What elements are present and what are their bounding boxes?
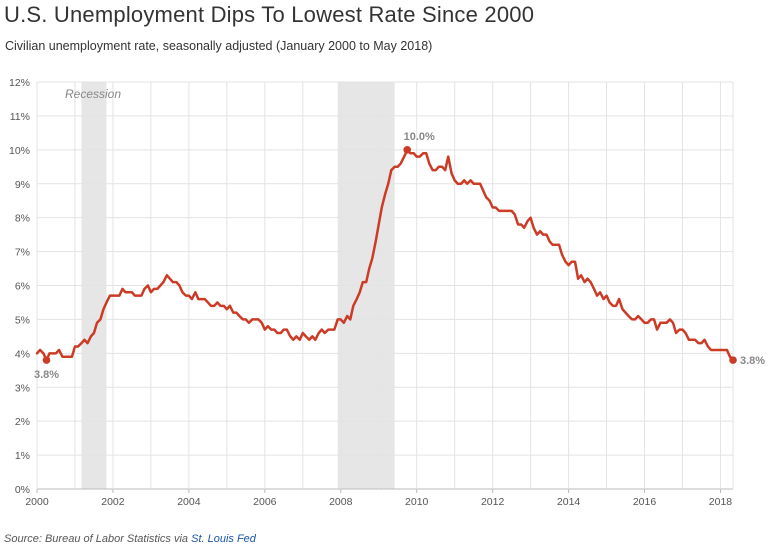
- y-tick-label: 3%: [15, 382, 30, 394]
- y-tick-label: 11%: [10, 111, 30, 123]
- x-tick-label: 2016: [633, 496, 657, 508]
- source-prefix: Source: Bureau of Labor Statistics via: [4, 533, 192, 545]
- y-tick-label: 10%: [9, 145, 30, 157]
- unemployment-rate-line: [35, 148, 735, 362]
- y-tick-label: 7%: [15, 247, 30, 259]
- x-tick-label: 2018: [709, 496, 733, 508]
- annotations: 3.8% 10.0% 3.8%: [34, 131, 765, 381]
- grid-lines: [36, 81, 734, 490]
- annotation-label: 3.8%: [740, 355, 765, 367]
- x-tick-label: 2000: [25, 496, 49, 508]
- y-tick-label: 1%: [15, 450, 30, 462]
- chart-title: U.S. Unemployment Dips To Lowest Rate Si…: [4, 2, 535, 27]
- y-tick-label: 12%: [9, 77, 30, 89]
- x-tick-label: 2014: [557, 496, 581, 508]
- y-tick-label: 5%: [15, 314, 30, 326]
- chart-subtitle: Civilian unemployment rate, seasonally a…: [5, 39, 433, 53]
- x-tick-label: 2010: [405, 496, 429, 508]
- annotation-point: [42, 356, 51, 364]
- x-tick-label: 2002: [101, 496, 125, 508]
- y-tick-label: 0%: [15, 484, 30, 496]
- x-tick-label: 2006: [253, 496, 277, 508]
- annotation-label: 3.8%: [34, 369, 59, 381]
- recession-label: Recession: [65, 87, 121, 101]
- x-axis-tick-labels: 2000 2002 2004 2006 2008 2010 2012 2014 2016 2018: [25, 489, 732, 508]
- y-tick-label: 8%: [15, 213, 30, 225]
- source-note: Source: Bureau of Labor Statistics via S…: [4, 533, 256, 545]
- x-tick-label: 2004: [177, 496, 201, 508]
- x-tick-label: 2008: [329, 496, 353, 508]
- y-tick-label: 9%: [15, 179, 30, 191]
- y-axis-tick-labels: 0% 1% 2% 3% 4% 5% 6% 7% 8% 9% 10% 11% 12%: [9, 77, 30, 496]
- y-tick-label: 6%: [15, 281, 30, 293]
- y-tick-label: 2%: [15, 416, 30, 428]
- source-link[interactable]: St. Louis Fed: [191, 533, 256, 545]
- annotation-label: 10.0%: [404, 131, 435, 143]
- annotation-point: [729, 356, 737, 364]
- series-line-layer: [35, 148, 735, 362]
- x-tick-label: 2012: [481, 496, 505, 508]
- y-tick-label: 4%: [15, 348, 30, 360]
- annotation-point: [403, 146, 412, 154]
- unemployment-chart: 0%1%2%3%4%5%6%7%8%9%10%11%12% 2000 2002 20…: [9, 77, 765, 508]
